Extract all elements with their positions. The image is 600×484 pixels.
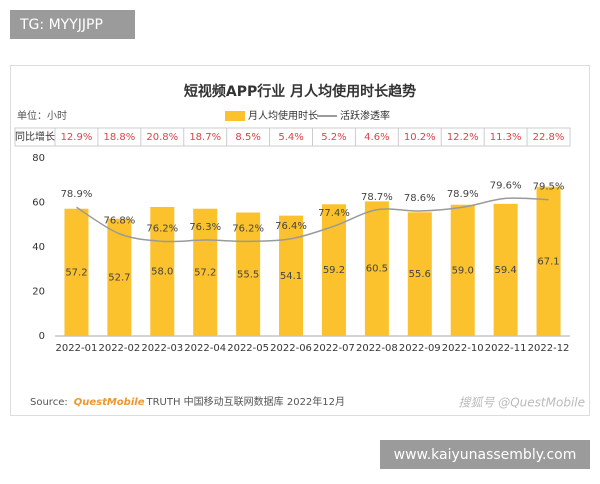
bar — [279, 215, 304, 336]
badge-bottom: www.kaiyunassembly.com — [394, 447, 577, 463]
badge-bottom-box — [380, 440, 590, 469]
growth-value: 12.9% — [61, 132, 93, 143]
line-value-label: 78.6% — [404, 193, 436, 204]
source-prefix: Source: — [30, 397, 68, 408]
line-value-label: 77.4% — [318, 208, 350, 219]
bar-value-label: 54.1 — [280, 271, 302, 282]
x-tick-label: 2022-11 — [485, 343, 527, 354]
growth-value: 18.7% — [189, 132, 221, 143]
x-tick-label: 2022-10 — [442, 343, 484, 354]
line-value-label: 76.2% — [232, 223, 264, 234]
x-tick-label: 2022-02 — [98, 343, 140, 354]
line-value-label: 78.9% — [61, 189, 93, 200]
line-value-label: 76.8% — [103, 216, 135, 227]
bar — [536, 186, 561, 336]
x-tick-label: 2022-03 — [141, 343, 183, 354]
line-series — [76, 197, 549, 243]
bar — [364, 201, 389, 336]
source-brand: QuestMobile — [74, 397, 145, 408]
y-tick-label: 0 — [39, 331, 45, 342]
source: Source: QuestMobile TRUTH 中国移动互联网数据库 2022年… — [30, 395, 345, 408]
growth-value: 10.2% — [404, 132, 436, 143]
x-tick-label: 2022-05 — [227, 343, 269, 354]
line-value-label: 76.2% — [146, 223, 178, 234]
x-tick-label: 2022-09 — [399, 343, 441, 354]
x-tick-label: 2022-07 — [313, 343, 355, 354]
bar-value-label: 60.5 — [366, 264, 388, 275]
x-tick-label: 2022-08 — [356, 343, 398, 354]
growth-value: 4.6% — [364, 132, 389, 143]
bar-value-label: 58.0 — [151, 266, 173, 277]
bar — [450, 204, 475, 336]
unit-label: 单位：小时 — [17, 109, 67, 122]
growth-value: 20.8% — [146, 132, 178, 143]
bar — [236, 212, 261, 336]
line-value-label: 76.3% — [189, 222, 221, 233]
bar-value-label: 59.4 — [494, 265, 516, 276]
chart-title: 短视频APP行业 月人均使用时长趋势 — [184, 83, 416, 100]
growth-value: 5.4% — [278, 132, 303, 143]
legend-label: 月人均使用时长 — [248, 109, 318, 122]
watermark: 搜狐号 @QuestMobile — [458, 396, 585, 410]
legend-label: 活跃渗透率 — [340, 109, 390, 122]
bar — [107, 218, 132, 336]
growth-value: 5.2% — [321, 132, 346, 143]
bar-value-label: 55.6 — [409, 269, 431, 280]
bar-value-label: 67.1 — [537, 256, 559, 267]
y-tick-label: 20 — [32, 287, 45, 298]
growth-value: 11.3% — [490, 132, 522, 143]
bar — [193, 208, 218, 336]
growth-row — [14, 127, 571, 147]
bar — [150, 206, 175, 336]
y-tick-label: 60 — [32, 198, 45, 209]
badge-top-box — [10, 10, 135, 39]
badge-top: TG: MYYJJPP — [19, 17, 103, 33]
line-value-label: 78.9% — [447, 189, 479, 200]
bar — [64, 208, 89, 336]
line-value-label: 76.4% — [275, 221, 307, 232]
line-value-label: 79.6% — [490, 180, 522, 191]
bar-value-label: 57.2 — [65, 267, 87, 278]
x-tick-label: 2022-12 — [528, 343, 570, 354]
growth-label: 同比增长 — [15, 130, 55, 143]
bar-value-label: 59.2 — [323, 265, 345, 276]
y-tick-label: 40 — [32, 242, 45, 253]
bar-value-label: 55.5 — [237, 269, 259, 280]
growth-value: 12.2% — [447, 132, 479, 143]
legend-swatch — [225, 111, 245, 121]
bar-value-label: 57.2 — [194, 267, 216, 278]
source-rest: TRUTH 中国移动互联网数据库 2022年12月 — [145, 395, 345, 408]
y-tick-label: 80 — [32, 153, 45, 164]
growth-value: 8.5% — [235, 132, 260, 143]
line-value-label: 78.7% — [361, 192, 393, 203]
bar-value-label: 52.7 — [108, 272, 130, 283]
x-tick-label: 2022-04 — [184, 343, 226, 354]
x-tick-label: 2022-06 — [270, 343, 312, 354]
bar — [407, 212, 432, 336]
growth-value: 18.8% — [103, 132, 135, 143]
x-tick-label: 2022-01 — [56, 343, 98, 354]
bar-value-label: 59.0 — [452, 265, 474, 276]
bar — [493, 203, 518, 336]
growth-value: 22.8% — [533, 132, 565, 143]
line-value-label: 79.5% — [533, 182, 565, 193]
